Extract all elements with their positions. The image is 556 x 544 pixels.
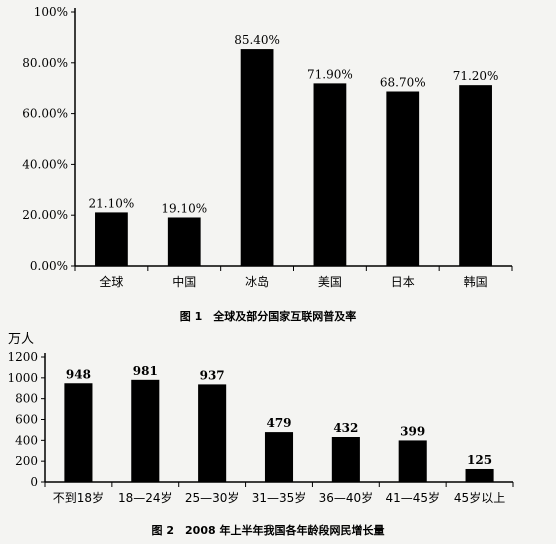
chart2-bar — [398, 440, 427, 482]
chart1-data-label: 19.10% — [161, 201, 207, 215]
chart2-y-tick-label: 400 — [15, 433, 38, 447]
chart1-y-tick-label: 100% — [34, 5, 68, 19]
chart2-category-label: 25—30岁 — [185, 490, 240, 505]
chart2-unit-label: 万人 — [8, 332, 34, 347]
chart1-y-tick-label: 80.00% — [22, 56, 68, 70]
chart2-bar — [465, 468, 494, 482]
chart2-caption: 图 2 2008 年上半年我国各年龄段网民增长量 — [152, 523, 385, 537]
chart2-data-label: 948 — [66, 367, 91, 381]
chart2-bar — [131, 379, 160, 482]
chart1-bar — [459, 85, 492, 266]
chart1-data-label: 68.70% — [380, 76, 426, 90]
chart1-bar — [167, 217, 201, 266]
chart2-data-label: 937 — [200, 368, 225, 382]
chart1-data-label: 71.90% — [307, 67, 353, 81]
chart1-y-tick-label: 20.00% — [22, 208, 68, 222]
chart1-data-label: 71.20% — [453, 69, 499, 83]
chart1-bar — [386, 91, 420, 266]
chart2-bar — [331, 437, 360, 482]
chart2-data-label: 479 — [266, 416, 291, 430]
chart1-data-label: 85.40% — [234, 33, 280, 47]
chart2-y-tick-label: 0 — [30, 475, 38, 489]
chart2-y-tick-label: 200 — [15, 454, 38, 468]
chart1-bar — [240, 49, 274, 266]
chart1-caption: 图 1 全球及部分国家互联网普及率 — [180, 309, 356, 323]
chart2-category-label: 不到18岁 — [53, 490, 104, 505]
chart2-y-tick-label: 600 — [15, 413, 38, 427]
chart2-y-tick-label: 1200 — [7, 350, 38, 364]
chart2-bar — [264, 432, 294, 482]
chart2-data-label: 981 — [133, 364, 158, 378]
chart-internet-penetration: 0.00% 20.00% 40.00% 60.00% 80.00% 100% 21.10% 全… — [22, 5, 513, 289]
chart2-bar — [64, 383, 93, 482]
chart2-bar — [198, 384, 227, 482]
chart2-data-label: 432 — [333, 421, 358, 435]
chart-netizen-growth: 0 200 400 600 800 1000 1200 948 不到18岁 981 18—24岁 93… — [7, 350, 514, 505]
chart1-category-label: 韩国 — [464, 274, 488, 289]
chart2-data-label: 125 — [467, 453, 492, 467]
chart1-y-tick-label: 60.00% — [22, 107, 68, 121]
chart1-bar — [95, 212, 128, 266]
chart1-category-label: 日本 — [391, 275, 415, 289]
chart2-category-label: 45岁以上 — [454, 490, 505, 505]
chart2-category-label: 18—24岁 — [118, 490, 173, 505]
chart2-category-label: 41—45岁 — [385, 490, 440, 505]
chart1-y-tick-label: 40.00% — [22, 157, 68, 171]
chart1-category-label: 冰岛 — [245, 274, 269, 289]
chart1-category-label: 美国 — [318, 275, 342, 289]
chart2-category-label: 31—35岁 — [252, 490, 307, 505]
chart2-y-tick-label: 800 — [15, 392, 38, 406]
chart1-y-tick-label: 0.00% — [30, 259, 68, 273]
chart1-category-label: 全球 — [99, 274, 123, 289]
chart2-y-tick-label: 1000 — [7, 371, 38, 385]
chart1-category-label: 中国 — [172, 274, 196, 289]
chart1-bar — [313, 83, 347, 267]
chart2-category-label: 36—40岁 — [319, 490, 374, 505]
chart1-data-label: 21.10% — [89, 196, 135, 210]
chart2-data-label: 399 — [400, 424, 425, 438]
